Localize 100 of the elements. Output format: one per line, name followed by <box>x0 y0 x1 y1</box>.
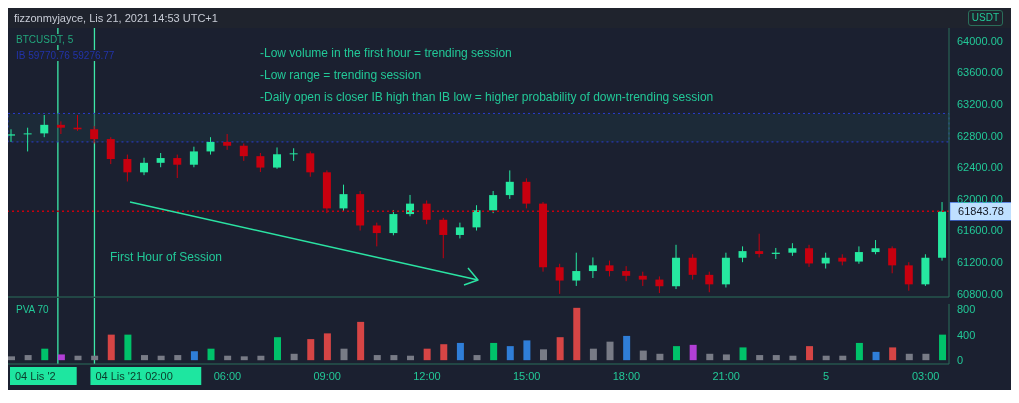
bar <box>323 333 331 361</box>
bar <box>207 348 215 361</box>
bar <box>74 355 82 361</box>
bar <box>473 355 481 361</box>
chart-title: fizzonmyjayce, Lis 21, 2021 14:53 UTC+1 <box>14 12 218 24</box>
y-tick-label: 0 <box>957 354 964 367</box>
bar <box>307 339 315 361</box>
bar <box>506 346 514 361</box>
bar <box>340 348 348 361</box>
bar <box>772 355 780 361</box>
bar <box>722 354 730 361</box>
x-tick-label: 21:00 <box>712 369 740 382</box>
candlestick <box>289 147 298 162</box>
candlestick <box>106 136 115 165</box>
x-tick-label: 15:00 <box>512 369 541 382</box>
bar <box>456 342 464 361</box>
candlestick <box>256 152 265 173</box>
bar <box>872 351 880 361</box>
candlestick <box>854 245 863 265</box>
ref-line-label: 04 Lis '21 02:00 <box>95 370 173 382</box>
bar <box>806 346 814 361</box>
bar <box>257 355 265 361</box>
x-tick-label: 06:00 <box>213 369 242 382</box>
bar <box>224 355 232 361</box>
candlestick <box>489 190 498 214</box>
bar <box>8 356 16 361</box>
bar <box>107 334 115 361</box>
bar <box>689 344 697 361</box>
bar <box>41 348 49 361</box>
candlestick <box>588 256 597 279</box>
candlestick <box>755 233 764 258</box>
bar <box>141 355 149 361</box>
candlestick <box>505 169 514 200</box>
bar <box>673 346 681 361</box>
annotation: IB 59770.76 59276.77 <box>14 50 117 61</box>
bar <box>589 348 597 361</box>
candlestick <box>439 217 448 259</box>
x-tick-label: 03:00 <box>911 369 940 382</box>
bar <box>889 347 897 361</box>
y-tick-label: 60800.00 <box>957 287 1003 300</box>
bar <box>190 351 198 361</box>
bar <box>905 353 913 361</box>
candlestick <box>56 120 65 135</box>
candlestick <box>339 184 348 213</box>
bar <box>839 355 847 361</box>
bar <box>174 355 182 361</box>
bar <box>756 355 764 361</box>
y-tick-label: 62000.00 <box>957 192 1003 205</box>
y-tick-label: 63600.00 <box>957 66 1003 79</box>
candlestick <box>389 209 398 236</box>
candlestick <box>40 114 49 138</box>
bar <box>357 321 365 361</box>
annotation: -Daily open is closer IB high than IB low = higher probability of down-trending session <box>258 90 716 104</box>
candlestick <box>572 252 581 287</box>
annotation: -Low range = trending session <box>258 68 424 82</box>
y-tick-label: 61200.00 <box>957 256 1003 269</box>
bar <box>623 335 631 361</box>
candlestick <box>140 157 149 176</box>
bar <box>540 349 548 361</box>
candlestick <box>273 146 282 170</box>
x-tick-label: 5 <box>822 369 830 382</box>
bar <box>739 347 747 361</box>
bar <box>789 355 797 361</box>
candlestick <box>123 154 132 182</box>
bar <box>440 344 448 361</box>
bar <box>240 356 248 361</box>
bar <box>124 334 132 361</box>
candlestick <box>688 253 697 281</box>
annotation: First Hour of Session <box>108 250 225 264</box>
bar <box>639 350 647 361</box>
y-tick-label: 400 <box>957 328 976 341</box>
candlestick <box>372 222 381 247</box>
bar <box>939 334 947 361</box>
y-tick-label: 63200.00 <box>957 97 1003 110</box>
bar <box>373 355 381 361</box>
bar <box>855 342 863 361</box>
candlestick <box>904 261 913 292</box>
y-tick-label: 64000.00 <box>957 34 1003 47</box>
bar <box>556 337 564 361</box>
bar <box>390 355 398 361</box>
y-tick-label: 62800.00 <box>957 129 1003 142</box>
candlestick <box>406 194 415 217</box>
bar <box>57 354 65 361</box>
ref-line-label: 61843.78 <box>958 205 1004 218</box>
candlestick <box>23 127 32 152</box>
chart-title: PVA 70 <box>16 304 49 315</box>
candlestick <box>173 154 182 179</box>
bar <box>407 355 415 361</box>
candlestick <box>888 245 897 274</box>
x-tick-label: 18:00 <box>612 369 641 382</box>
candlestick <box>805 244 814 268</box>
bar <box>922 353 930 361</box>
y-tick-label: 62400.00 <box>957 161 1003 174</box>
bar <box>822 355 830 361</box>
x-tick-label: 12:00 <box>413 369 441 382</box>
bar <box>24 355 32 361</box>
annotation: BTCUSDT, 5 <box>14 34 76 45</box>
annotation: -Low volume in the first hour = trending session <box>258 46 514 60</box>
bar <box>606 341 614 361</box>
candlestick <box>472 204 481 232</box>
